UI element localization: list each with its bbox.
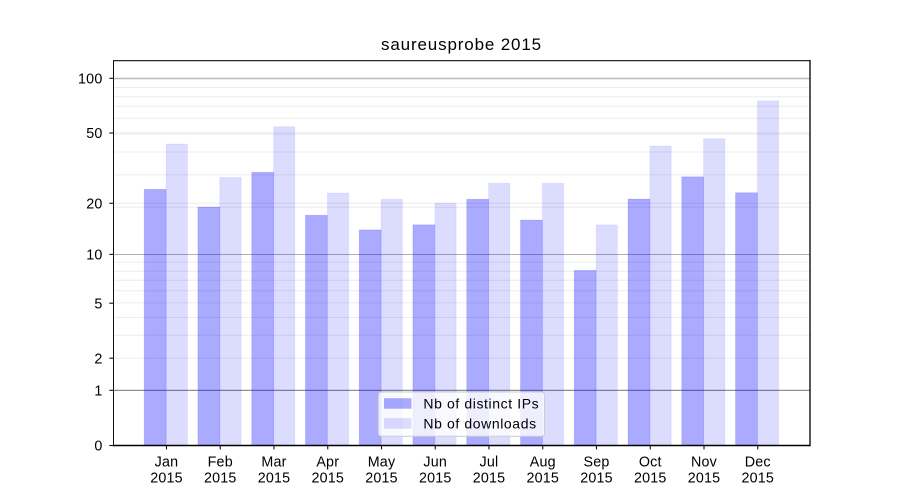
svg-text:Nb of distinct IPs: Nb of distinct IPs bbox=[423, 395, 539, 411]
svg-text:1: 1 bbox=[94, 383, 102, 399]
svg-text:50: 50 bbox=[86, 126, 102, 142]
svg-text:2015: 2015 bbox=[741, 471, 774, 487]
svg-text:20: 20 bbox=[86, 196, 102, 212]
svg-text:Jul: Jul bbox=[480, 455, 499, 471]
svg-text:2015: 2015 bbox=[311, 471, 344, 487]
svg-text:Aug: Aug bbox=[530, 455, 556, 471]
svg-text:2015: 2015 bbox=[526, 471, 559, 487]
svg-text:saureusprobe 2015: saureusprobe 2015 bbox=[381, 35, 542, 54]
svg-text:2015: 2015 bbox=[688, 471, 721, 487]
svg-text:2015: 2015 bbox=[365, 471, 398, 487]
svg-text:2015: 2015 bbox=[150, 471, 183, 487]
svg-text:Nb of downloads: Nb of downloads bbox=[423, 415, 536, 431]
svg-text:2015: 2015 bbox=[580, 471, 613, 487]
svg-text:May: May bbox=[368, 455, 396, 471]
svg-text:Nov: Nov bbox=[691, 455, 718, 471]
svg-text:2015: 2015 bbox=[473, 471, 506, 487]
svg-text:2015: 2015 bbox=[634, 471, 667, 487]
svg-text:Mar: Mar bbox=[261, 455, 286, 471]
svg-text:100: 100 bbox=[78, 71, 102, 87]
svg-text:Feb: Feb bbox=[208, 455, 233, 471]
svg-text:Jan: Jan bbox=[155, 455, 179, 471]
svg-text:5: 5 bbox=[94, 296, 102, 312]
svg-text:0: 0 bbox=[94, 439, 102, 455]
svg-text:10: 10 bbox=[86, 248, 102, 264]
svg-text:Apr: Apr bbox=[316, 455, 339, 471]
svg-text:Jun: Jun bbox=[423, 455, 447, 471]
svg-text:Dec: Dec bbox=[745, 455, 771, 471]
svg-text:2015: 2015 bbox=[258, 471, 291, 487]
svg-text:Sep: Sep bbox=[583, 455, 609, 471]
svg-text:2015: 2015 bbox=[204, 471, 237, 487]
svg-text:2: 2 bbox=[94, 351, 102, 367]
svg-text:Oct: Oct bbox=[639, 455, 662, 471]
svg-text:2015: 2015 bbox=[419, 471, 452, 487]
